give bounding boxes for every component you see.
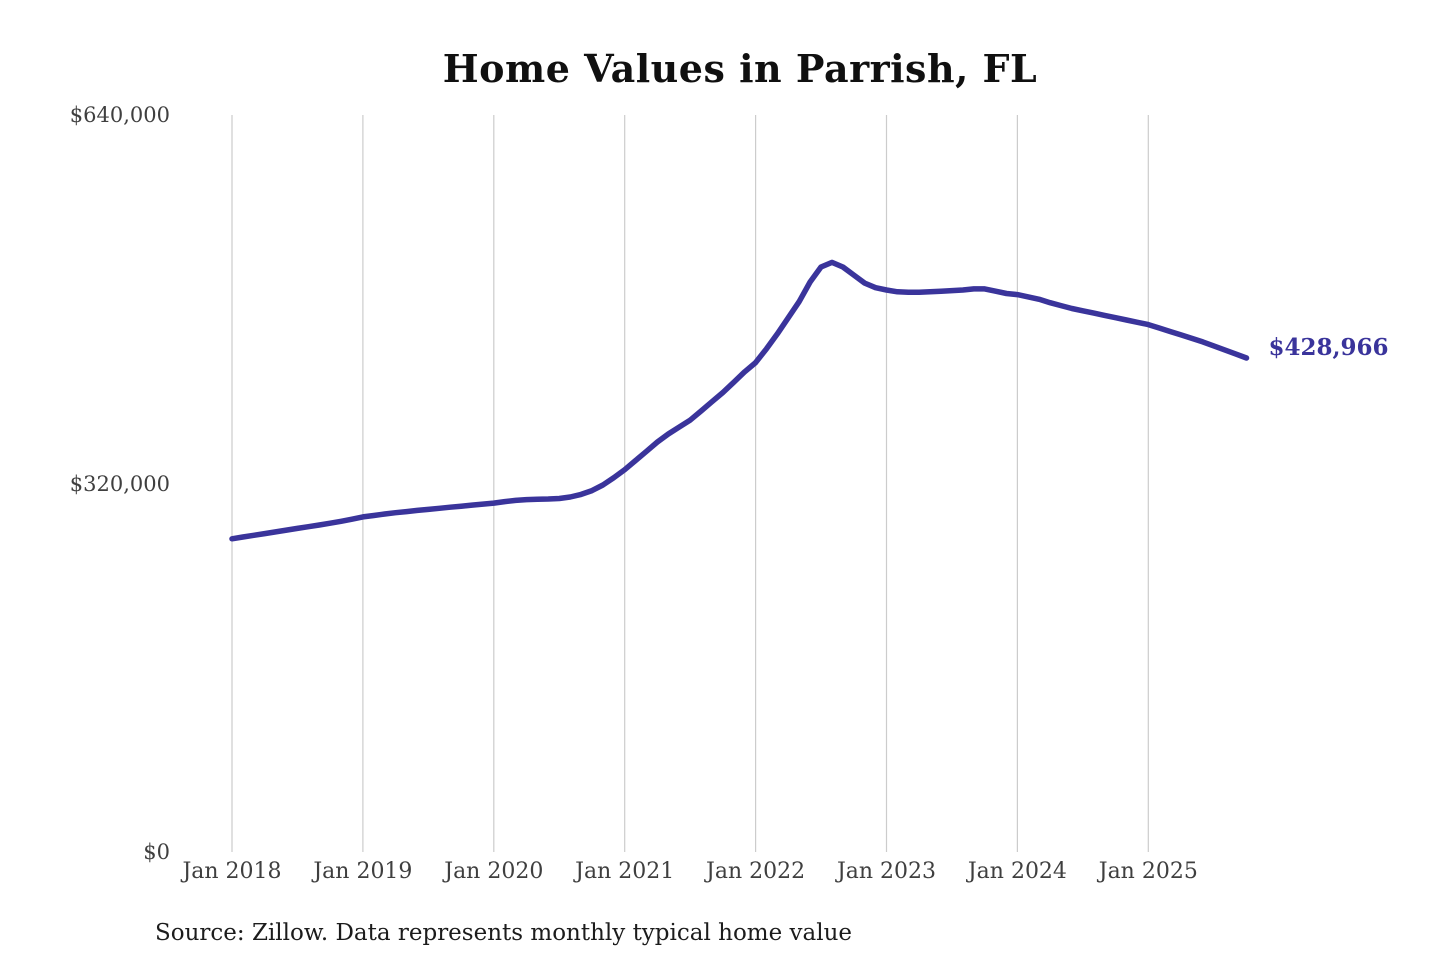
x-tick-1: Jan 2019 [313, 859, 413, 884]
y-tick-2: $640,000 [69, 103, 170, 127]
x-tick-2: Jan 2020 [444, 859, 544, 884]
chart-title: Home Values in Parrish, FL [442, 46, 1038, 91]
x-tick-0: Jan 2018 [182, 859, 282, 884]
source-note: Source: Zillow. Data represents monthly … [155, 920, 853, 946]
home-value-line [229, 259, 1250, 542]
y-tick-0: $0 [143, 840, 170, 864]
latest-value-label: $428,966 [1268, 334, 1389, 362]
x-tick-6: Jan 2024 [967, 859, 1067, 884]
y-tick-1: $320,000 [69, 471, 170, 496]
x-tick-4: Jan 2022 [706, 859, 806, 884]
x-tick-3: Jan 2021 [575, 859, 675, 884]
x-tick-5: Jan 2023 [836, 859, 937, 884]
x-tick-7: Jan 2025 [1098, 859, 1198, 884]
